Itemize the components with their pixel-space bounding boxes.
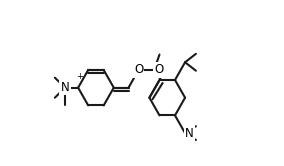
- Text: N: N: [60, 81, 69, 94]
- Text: N: N: [185, 127, 194, 140]
- Text: O: O: [134, 63, 143, 77]
- Text: O: O: [154, 63, 163, 77]
- Text: +: +: [76, 72, 83, 81]
